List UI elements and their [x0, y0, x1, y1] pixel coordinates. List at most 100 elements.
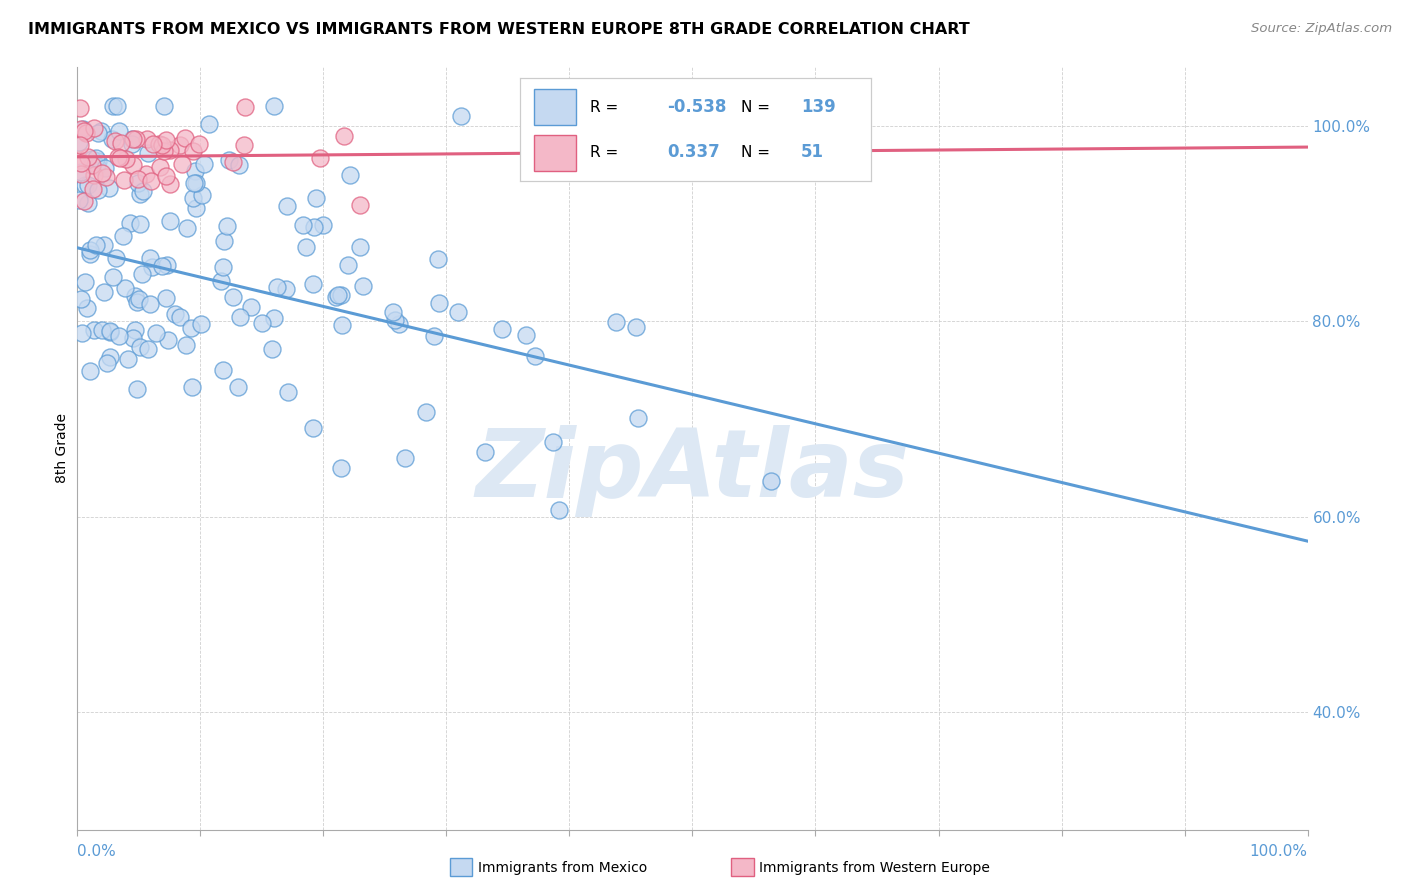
Text: IMMIGRANTS FROM MEXICO VS IMMIGRANTS FROM WESTERN EUROPE 8TH GRADE CORRELATION C: IMMIGRANTS FROM MEXICO VS IMMIGRANTS FRO…: [28, 22, 970, 37]
Point: [125, 382, 148, 396]
Point: [183, 177, 205, 191]
Point: [155, 258, 177, 272]
Point: [83, 168, 105, 182]
Point: [232, 138, 254, 153]
Point: [98, 324, 121, 338]
Point: [104, 134, 127, 148]
Point: [79, 364, 101, 378]
Point: [90, 323, 112, 337]
Point: [215, 219, 238, 234]
Text: 0.0%: 0.0%: [77, 844, 117, 859]
Point: [124, 289, 146, 303]
Point: [125, 294, 148, 309]
Point: [70, 121, 93, 136]
Point: [336, 258, 359, 272]
Point: [70, 165, 93, 179]
Point: [136, 146, 159, 161]
Point: [180, 321, 202, 335]
Point: [107, 150, 129, 164]
Point: [72, 122, 94, 136]
Point: [180, 380, 202, 394]
Point: [547, 503, 569, 517]
Point: [150, 137, 173, 152]
Point: [121, 132, 143, 146]
Point: [98, 325, 121, 339]
Point: [79, 243, 101, 257]
Point: [309, 151, 332, 165]
Point: [139, 252, 162, 266]
Point: [153, 144, 176, 158]
Point: [145, 326, 167, 340]
Y-axis label: 8th Grade: 8th Grade: [55, 413, 69, 483]
Point: [90, 166, 112, 180]
Point: [277, 385, 299, 400]
Point: [276, 282, 298, 296]
Point: [174, 338, 197, 352]
Point: [141, 260, 163, 275]
Point: [181, 145, 204, 159]
Point: [384, 313, 406, 327]
Point: [104, 251, 127, 265]
Point: [605, 315, 627, 329]
Point: [117, 352, 139, 367]
Point: [114, 281, 136, 295]
Point: [349, 198, 371, 212]
Point: [112, 229, 135, 244]
Point: [163, 307, 186, 321]
Point: [491, 321, 513, 335]
Point: [228, 158, 250, 172]
Point: [624, 319, 647, 334]
Point: [86, 160, 108, 174]
Point: [72, 124, 94, 138]
Point: [181, 191, 204, 205]
Point: [80, 158, 103, 172]
Point: [333, 128, 356, 143]
Point: [388, 317, 411, 331]
Point: [263, 99, 285, 113]
Point: [67, 193, 90, 207]
Point: [325, 290, 347, 304]
Point: [67, 135, 90, 149]
Point: [291, 218, 314, 232]
Point: [87, 126, 110, 140]
Point: [152, 99, 174, 113]
Point: [73, 194, 96, 208]
Point: [101, 132, 124, 146]
Point: [226, 380, 249, 394]
Point: [69, 101, 91, 115]
Point: [155, 292, 177, 306]
Point: [198, 117, 221, 131]
Point: [159, 214, 181, 228]
Point: [450, 109, 472, 123]
Point: [155, 133, 177, 147]
Point: [136, 132, 159, 146]
Point: [222, 290, 245, 304]
Point: [93, 285, 115, 300]
Point: [107, 329, 129, 343]
Point: [96, 355, 118, 369]
Point: [627, 411, 650, 425]
Point: [129, 187, 152, 202]
Point: [94, 169, 117, 184]
Point: [108, 151, 131, 165]
Point: [214, 234, 236, 248]
Point: [101, 99, 124, 113]
Text: Source: ZipAtlas.com: Source: ZipAtlas.com: [1251, 22, 1392, 36]
Point: [352, 279, 374, 293]
Point: [169, 137, 191, 152]
Point: [429, 295, 451, 310]
Point: [84, 238, 107, 252]
Point: [186, 201, 208, 215]
Point: [276, 199, 298, 213]
Point: [260, 343, 283, 357]
Point: [474, 445, 496, 459]
Point: [302, 219, 325, 234]
Point: [349, 240, 371, 254]
Point: [72, 326, 94, 341]
Point: [222, 155, 245, 169]
Point: [135, 167, 157, 181]
Point: [524, 349, 547, 363]
Point: [330, 318, 353, 332]
Point: [515, 327, 537, 342]
Point: [132, 184, 155, 198]
